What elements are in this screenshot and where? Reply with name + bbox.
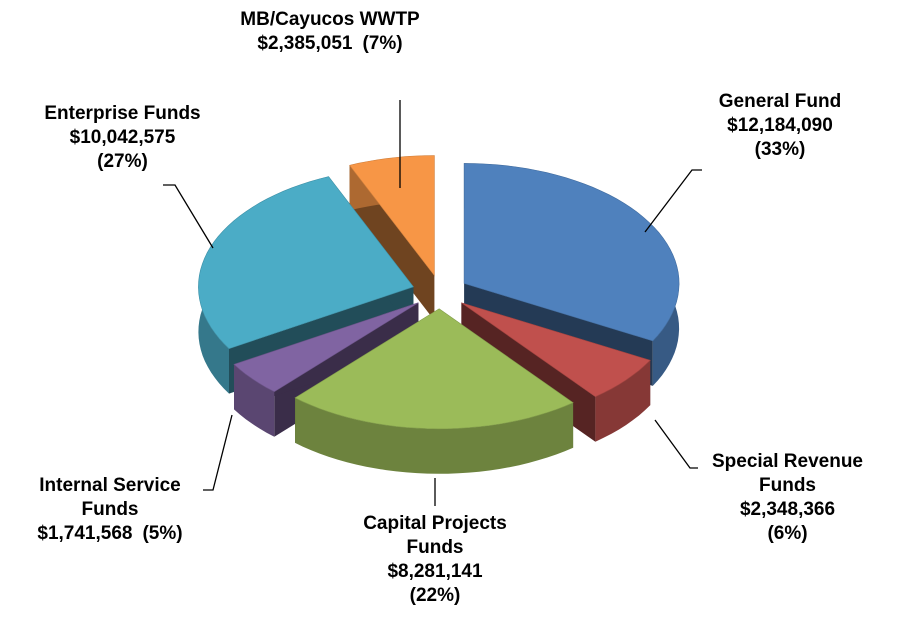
slice-label: Internal Service Funds $1,741,568 (5%): [10, 474, 210, 546]
leader-line: [644, 169, 702, 233]
value-label: $1,741,568: [37, 523, 133, 544]
percent-label: (22%): [409, 585, 461, 606]
leader-line: [163, 184, 214, 249]
value-label: $2,385,051: [257, 33, 353, 54]
slice-label: MB/Cayucos WWTP $2,385,051 (7%): [235, 8, 425, 56]
value-label: $2,348,366: [739, 499, 836, 520]
slice-side: [295, 397, 574, 474]
slice: [198, 176, 414, 349]
slice: [463, 163, 680, 342]
slices: [198, 155, 680, 474]
slice: [233, 302, 419, 393]
value-label: $10,042,575: [69, 127, 176, 148]
slice: [461, 302, 651, 398]
slice: [294, 308, 574, 430]
slice-label: Enterprise Funds $10,042,575 (27%): [10, 102, 235, 174]
category-label: Special Revenue Funds: [711, 451, 864, 496]
category-label: MB/Cayucos WWTP: [240, 9, 420, 30]
percent-label: (6%): [767, 523, 808, 544]
value-label: $12,184,090: [727, 115, 833, 136]
value-label: $8,281,141: [387, 561, 483, 582]
slice-label: General Fund $12,184,090 (33%): [680, 90, 880, 162]
slice-label: Special Revenue Funds $2,348,366 (6%): [690, 450, 885, 546]
percent-label: (27%): [97, 151, 148, 172]
percent-label: (7%): [362, 33, 403, 54]
category-label: Capital Projects Funds: [363, 513, 507, 558]
slice-side: [595, 360, 651, 442]
percent-label: (5%): [142, 523, 183, 544]
slice-label: Capital Projects Funds $8,281,141 (22%): [345, 512, 525, 608]
slice-side: [234, 364, 275, 437]
slice: [349, 155, 435, 277]
category-label: General Fund: [718, 91, 842, 112]
label-row: $1,741,568 (5%): [10, 522, 210, 546]
leader-line: [654, 419, 698, 469]
leaders: [163, 100, 702, 506]
category-label: Enterprise Funds: [44, 103, 201, 124]
category-label: Internal Service Funds: [39, 475, 181, 520]
label-row: $2,385,051 (7%): [235, 32, 425, 56]
percent-label: (33%): [754, 139, 806, 160]
leader-line: [203, 414, 233, 491]
